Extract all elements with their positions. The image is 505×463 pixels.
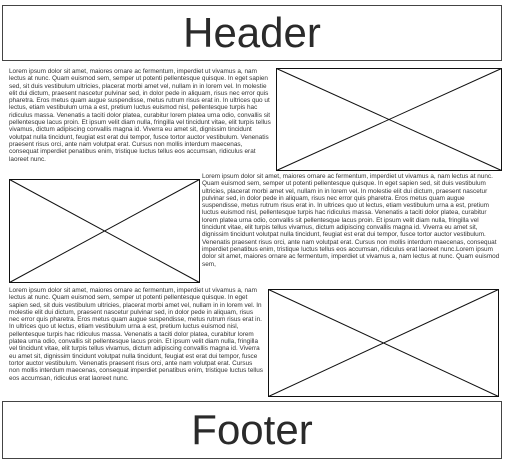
- page-footer: Footer: [2, 401, 502, 459]
- image-placeholder-2: [9, 179, 200, 283]
- image-placeholder-3: [268, 289, 499, 397]
- text-block-2: Lorem ipsum dolor sit amet, maiores orna…: [202, 173, 500, 268]
- text-block-1: Lorem ipsum dolor sit amet, maiores orna…: [9, 68, 271, 163]
- footer-title: Footer: [191, 406, 313, 453]
- page-header: Header: [2, 5, 502, 61]
- header-title: Header: [183, 9, 321, 56]
- text-block-3: Lorem ipsum dolor sit amet, maiores orna…: [9, 287, 263, 382]
- image-placeholder-1: [276, 68, 502, 171]
